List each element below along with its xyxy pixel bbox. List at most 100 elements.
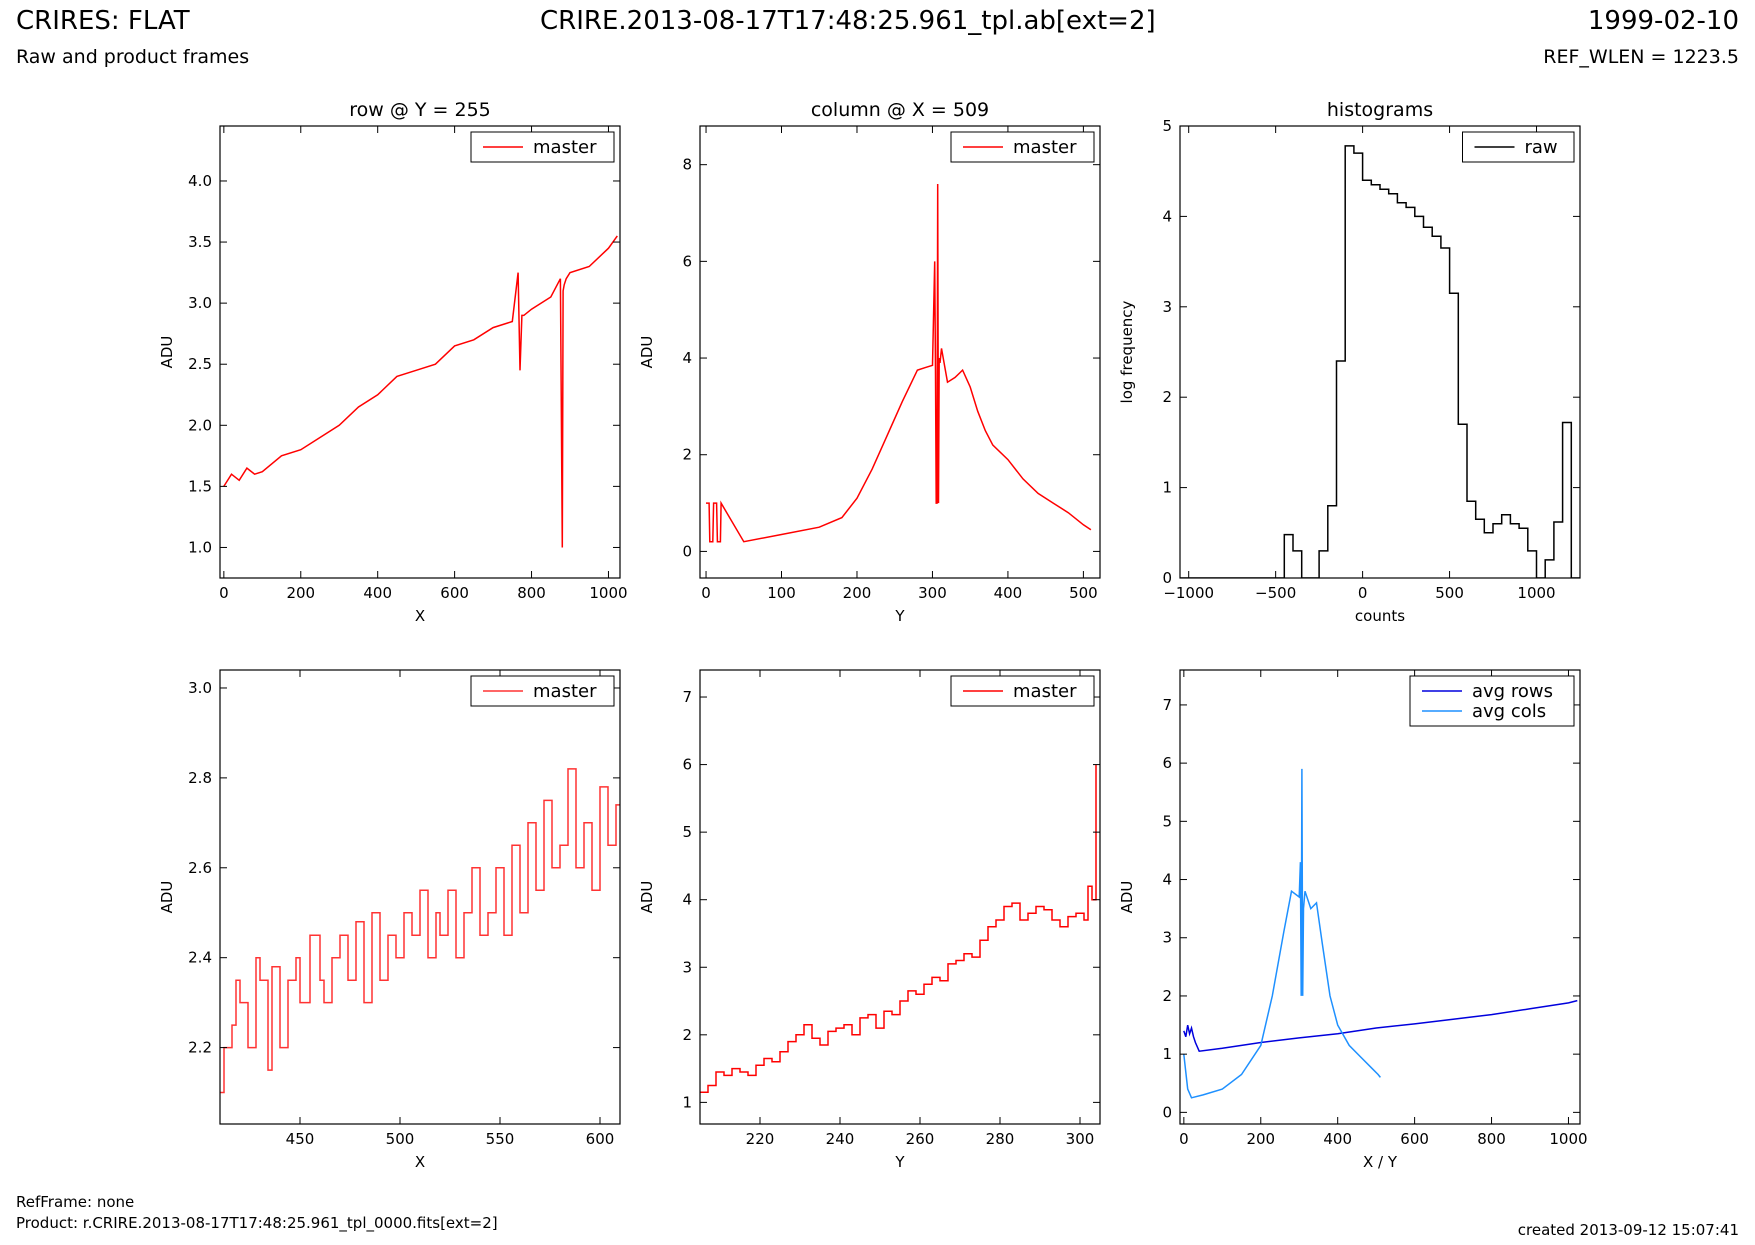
y-tick-label: 3	[1162, 298, 1172, 316]
plot-frame	[699, 125, 1101, 579]
x-tick-label: 220	[746, 1130, 775, 1148]
x-tick-label: 200	[286, 584, 315, 602]
legend-label: master	[533, 681, 597, 702]
y-tick-label: 4.0	[188, 172, 212, 190]
x-tick-label: 0	[219, 584, 229, 602]
x-tick-label: 500	[1435, 584, 1464, 602]
y-tick-label: 2	[1162, 388, 1172, 406]
date-label: 1999-02-10	[1587, 6, 1739, 36]
chart-4: 450 500 550 600 2.2 2.4 2.6 2.8 3.0 X ADU master	[158, 669, 621, 1171]
x-tick-label: 500	[386, 1130, 415, 1148]
y-axis-label: ADU	[638, 881, 656, 914]
series-line-master	[220, 768, 620, 1094]
x-tick-label: 800	[517, 584, 546, 602]
y-tick-label: 1	[1162, 1045, 1172, 1063]
series-line-master	[700, 764, 1097, 1093]
y-axis-label: ADU	[158, 336, 176, 369]
y-tick-label: 3.5	[188, 233, 212, 251]
x-tick-label: 200	[843, 584, 872, 602]
y-tick-label: 5	[1162, 812, 1172, 830]
x-tick-label: 800	[1477, 1130, 1506, 1148]
y-tick-label: 2.4	[188, 949, 212, 967]
chart-2: 0 100 200 300 400 500 0 2 4 6 8 column @ X = 509 Y AD…	[638, 99, 1101, 625]
y-tick-label: 1.0	[188, 538, 212, 556]
x-tick-label: 550	[486, 1130, 515, 1148]
x-tick-label: 1000	[1517, 584, 1555, 602]
y-tick-label: 3.0	[188, 679, 212, 697]
y-tick-label: 6	[682, 756, 692, 774]
x-tick-label: 400	[994, 584, 1023, 602]
x-tick-label: 240	[826, 1130, 855, 1148]
y-tick-label: 4	[682, 349, 692, 367]
x-tick-label: 0	[1358, 584, 1368, 602]
x-tick-label: 400	[1323, 1130, 1352, 1148]
y-tick-label: 0	[1162, 1103, 1172, 1121]
x-tick-label: 450	[286, 1130, 315, 1148]
chart-3: −1000 −500 0 500 1000 0 1 2 3 4 5 histograms counts l…	[1118, 99, 1581, 625]
legend: master	[950, 131, 1095, 163]
x-tick-label: 600	[1400, 1130, 1429, 1148]
x-tick-label: 100	[767, 584, 796, 602]
y-tick-label: 1	[682, 1093, 692, 1111]
ref-wlen-label: REF_WLEN = 1223.5	[1543, 46, 1739, 68]
y-tick-label: 4	[1162, 871, 1172, 889]
x-tick-label: 300	[918, 584, 947, 602]
y-tick-label: 5	[1162, 117, 1172, 135]
y-tick-label: 5	[682, 823, 692, 841]
y-tick-label: 2	[682, 446, 692, 464]
chart-title: column @ X = 509	[811, 99, 989, 121]
legend: master	[950, 675, 1095, 707]
created-label: created 2013-09-12 15:07:41	[1517, 1221, 1739, 1239]
x-tick-label: 1000	[1549, 1130, 1587, 1148]
y-tick-label: 8	[682, 156, 692, 174]
series-line-avg-cols	[1183, 768, 1381, 1099]
y-tick-label: 2.2	[188, 1039, 212, 1057]
y-axis-label: ADU	[1118, 881, 1136, 914]
x-axis-label: X / Y	[1363, 1153, 1398, 1171]
page-title: CRIRES: FLAT	[16, 6, 190, 36]
series-line-master	[706, 183, 1092, 543]
legend-label: master	[1013, 681, 1077, 702]
x-tick-label: −1000	[1163, 584, 1214, 602]
x-axis-label: counts	[1355, 607, 1405, 625]
chart-6: 0 200 400 600 800 1000 0 1 2 3 4 5 6 7 X / Y ADU avg row…	[1118, 669, 1588, 1171]
legend-label: master	[1013, 137, 1077, 158]
x-tick-label: 600	[586, 1130, 615, 1148]
legend: master	[470, 675, 615, 707]
product-label: Product: r.CRIRE.2013-08-17T17:48:25.961…	[16, 1214, 498, 1232]
y-tick-label: 6	[682, 252, 692, 270]
x-tick-label: 1000	[589, 584, 627, 602]
series-line-avg-rows	[1183, 999, 1578, 1053]
y-tick-label: 4	[1162, 207, 1172, 225]
plot-frame	[1179, 669, 1581, 1125]
y-tick-label: 7	[1162, 696, 1172, 714]
legend: raw	[1462, 131, 1575, 163]
chart-1: 0 200 400 600 800 1000 1.0 1.5 2.0 2.5 3.0 3.5 4.0 ro…	[158, 99, 628, 625]
y-tick-label: 4	[682, 891, 692, 909]
x-tick-label: 500	[1069, 584, 1098, 602]
y-tick-label: 2.6	[188, 859, 212, 877]
x-tick-label: 0	[701, 584, 711, 602]
y-tick-label: 1	[1162, 479, 1172, 497]
y-tick-label: 1.5	[188, 477, 212, 495]
legend-label: avg rows	[1472, 681, 1553, 702]
legend-label: master	[533, 137, 597, 158]
y-tick-label: 2	[1162, 987, 1172, 1005]
x-tick-label: 300	[1066, 1130, 1095, 1148]
y-axis-label: ADU	[638, 336, 656, 369]
y-axis-label: log frequency	[1118, 300, 1136, 403]
y-tick-label: 7	[682, 688, 692, 706]
x-tick-label: 280	[986, 1130, 1015, 1148]
x-tick-label: 260	[906, 1130, 935, 1148]
x-tick-label: 0	[1179, 1130, 1189, 1148]
x-tick-label: 400	[363, 584, 392, 602]
file-name: CRIRE.2013-08-17T17:48:25.961_tpl.ab[ext…	[540, 6, 1156, 36]
plot-frame	[219, 669, 621, 1125]
y-tick-label: 2	[682, 1026, 692, 1044]
legend-label: raw	[1525, 137, 1558, 158]
x-axis-label: Y	[894, 607, 905, 625]
page-subtitle: Raw and product frames	[16, 46, 250, 68]
y-axis-label: ADU	[158, 881, 176, 914]
x-tick-label: −500	[1255, 584, 1296, 602]
